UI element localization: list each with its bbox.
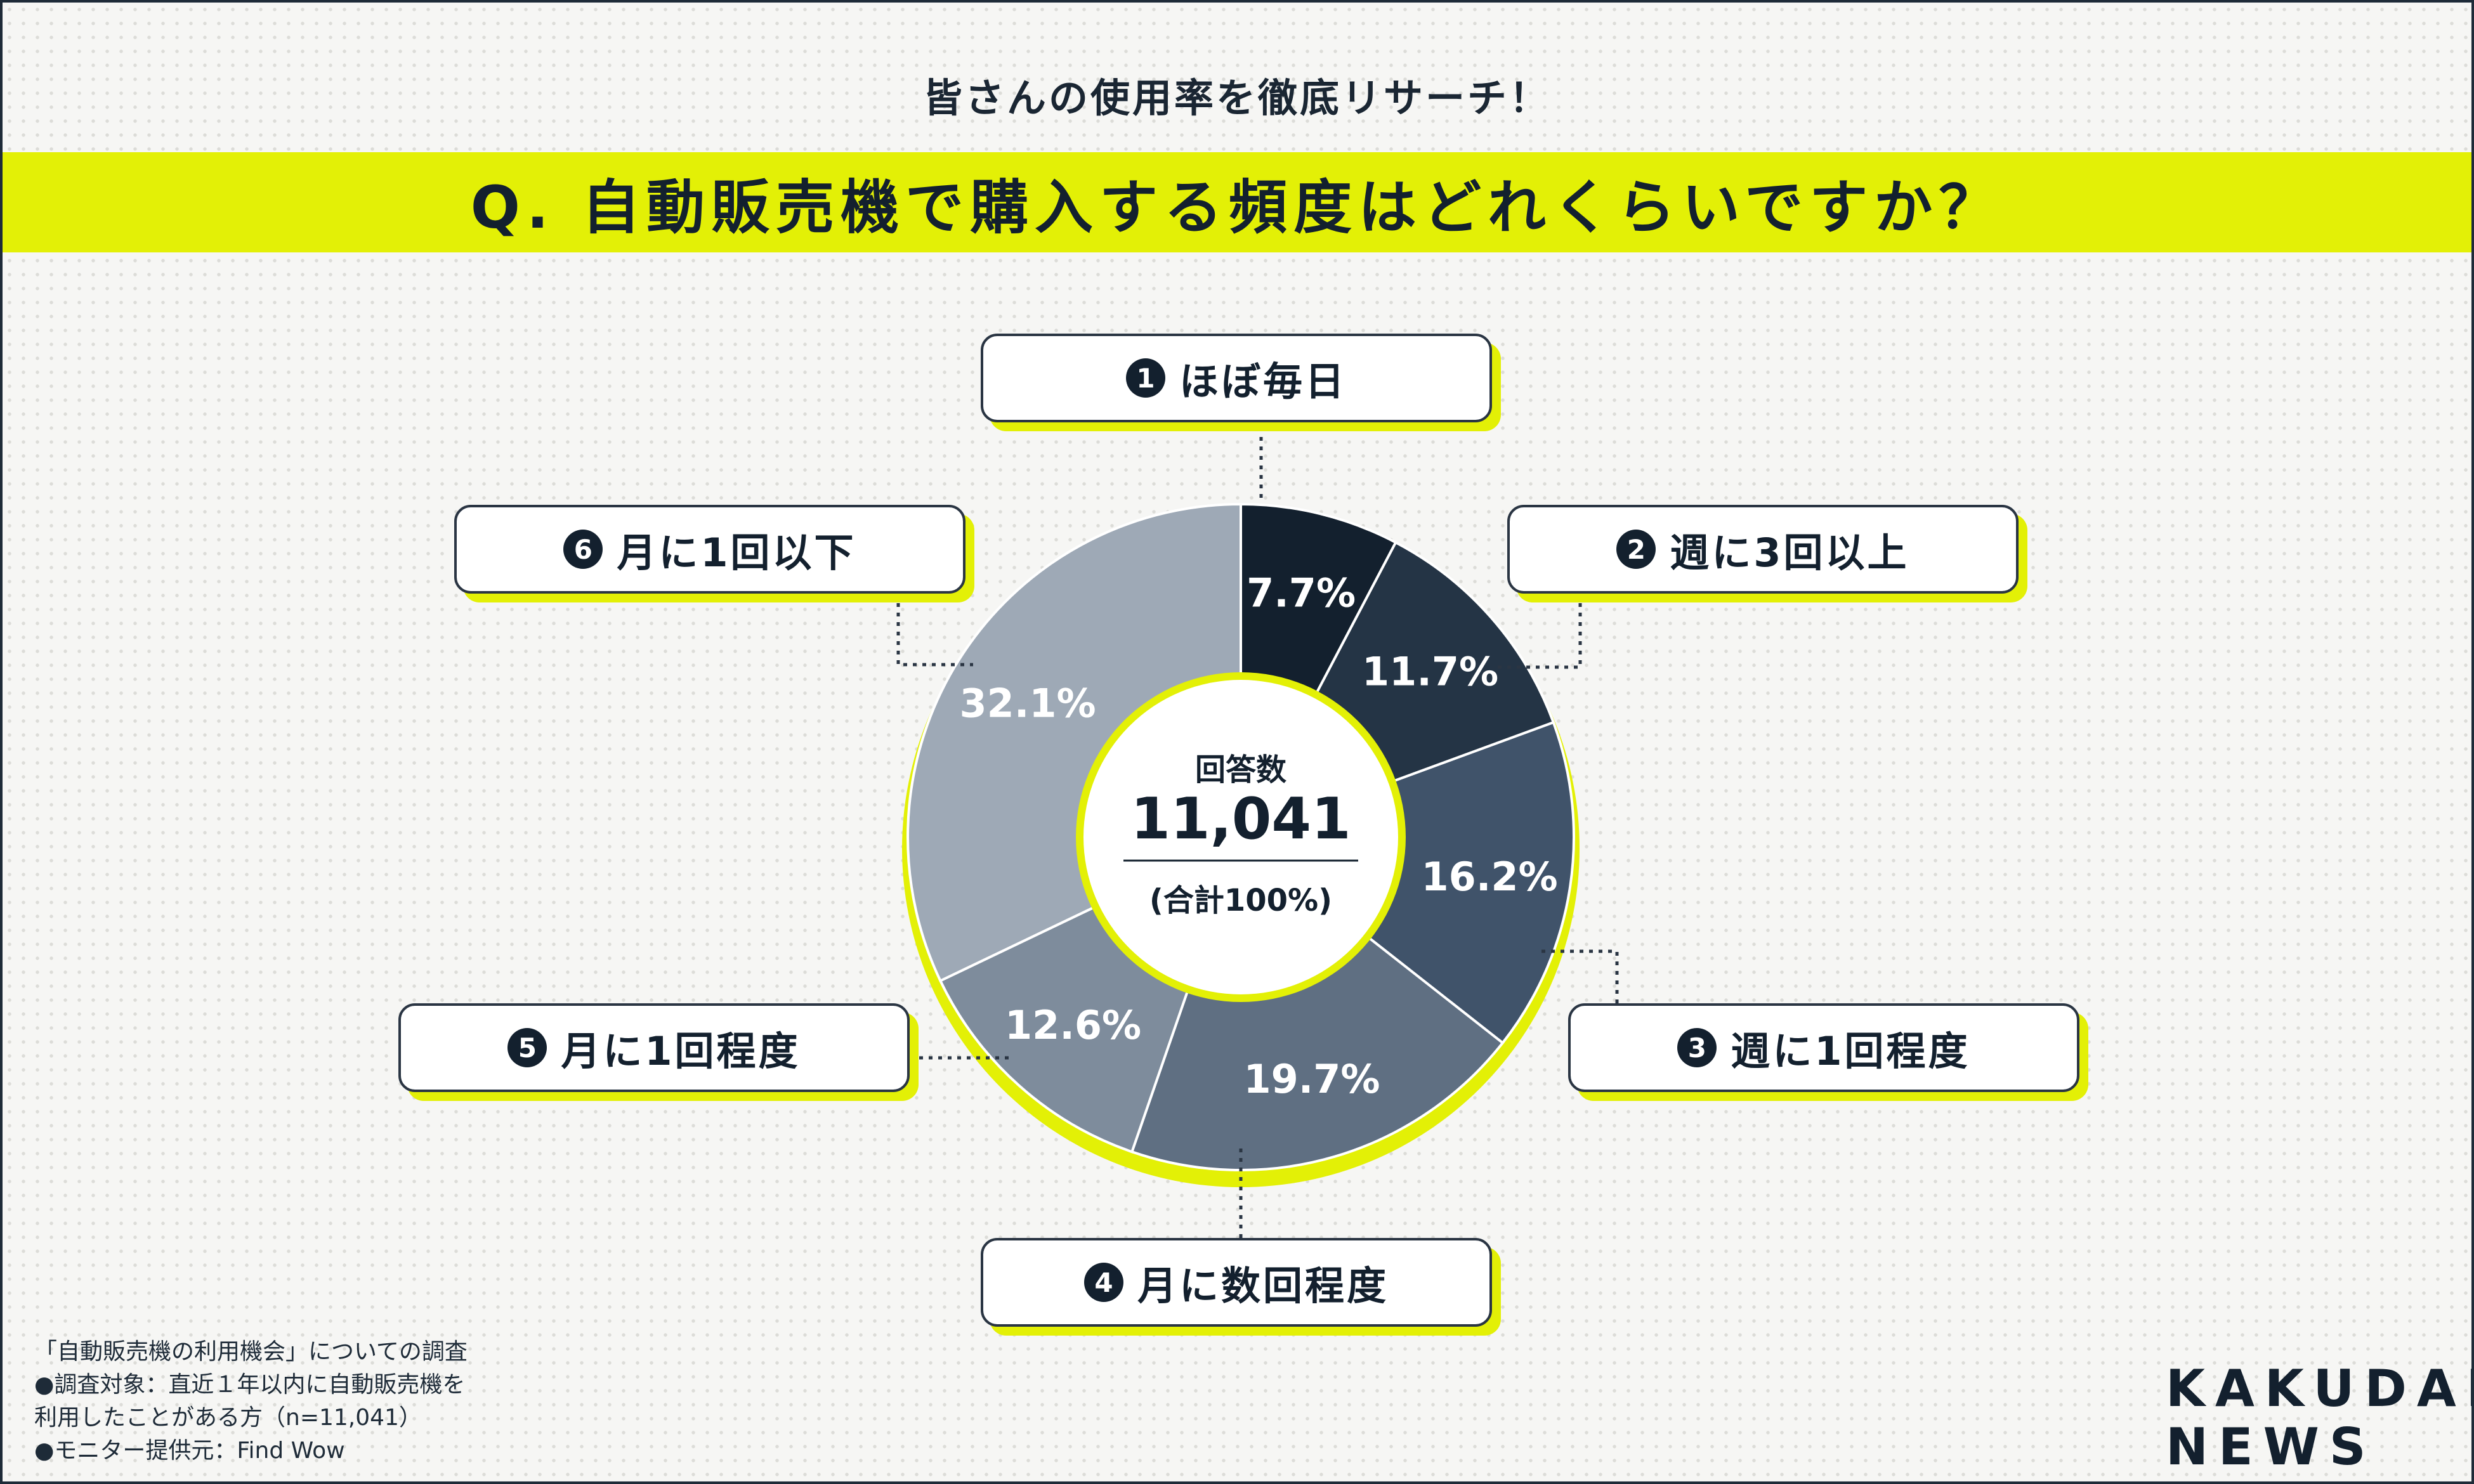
category-number: 6	[563, 530, 603, 569]
subtitle: 皆さんの使用率を徹底リサーチ！	[922, 75, 1551, 121]
category-label-box: 5 月に1回程度	[398, 1003, 910, 1092]
category-label: 月に1回以下	[617, 530, 856, 576]
category-label-box: 6 月に1回以下	[454, 505, 965, 594]
logo-line: KAKUDAI	[2166, 1359, 2474, 1418]
center-label: 回答数	[1195, 752, 1286, 788]
footnote: 「自動販売機の利用機会」についての調査 ●調査対象：直近１年以内に自動販売機を …	[34, 1336, 468, 1468]
category-label: 月に数回程度	[1137, 1263, 1389, 1309]
category-label-box: 4 月に数回程度	[981, 1238, 1492, 1327]
footnote-line: 利用したことがある方（n=11,041）	[34, 1405, 422, 1431]
slice-value-label: 7.7%	[1247, 570, 1356, 616]
category-number: 4	[1083, 1263, 1123, 1302]
slice-value-label: 19.7%	[1243, 1056, 1380, 1102]
category-label: 月に1回程度	[561, 1028, 801, 1074]
category-label: ほぼ毎日	[1179, 358, 1347, 405]
footnote-line: 「自動販売機の利用機会」についての調査	[34, 1339, 468, 1365]
category-number: 3	[1677, 1028, 1717, 1067]
slice-value-label: 32.1%	[960, 680, 1096, 726]
slice-value-label: 11.7%	[1362, 648, 1498, 694]
chart-center	[1083, 680, 1398, 994]
center-value: 11,041	[1130, 786, 1351, 852]
donut-chart: 7.7%11.7% 16.2% 19.7% 12.6% 32.1% 回答数 11,041…	[896, 427, 1619, 1238]
category-label: 週に3回以上	[1670, 530, 1909, 576]
slice-value-label: 12.6%	[1005, 1002, 1141, 1048]
category-number: 2	[1616, 530, 1656, 569]
kakudai-news-logo: KAKUDAI NEWS	[2166, 1359, 2474, 1476]
question-banner: Q. 自動販売機で購入する頻度はどれくらいですか？	[3, 152, 2471, 252]
category-label: 週に1回程度	[1731, 1028, 1970, 1074]
footnote-line: ●調査対象：直近１年以内に自動販売機を	[34, 1372, 466, 1398]
category-label-box: 3 週に1回程度	[1568, 1003, 2079, 1092]
logo-line: NEWS	[2166, 1417, 2376, 1476]
footnote-line: ●モニター提供元：Find Wow	[34, 1438, 345, 1464]
pie-slice	[1238, 720, 1575, 1045]
category-label-box: 1 ほぼ毎日	[981, 334, 1492, 422]
category-number: 5	[507, 1028, 547, 1067]
question-title: Q. 自動販売機で購入する頻度はどれくらいですか？	[470, 173, 2004, 242]
category-label-box: 2 週に3回以上	[1507, 505, 2019, 594]
center-total: (合計100%)	[1149, 883, 1332, 918]
category-number: 1	[1125, 358, 1165, 398]
slice-value-label: 16.2%	[1422, 854, 1558, 900]
